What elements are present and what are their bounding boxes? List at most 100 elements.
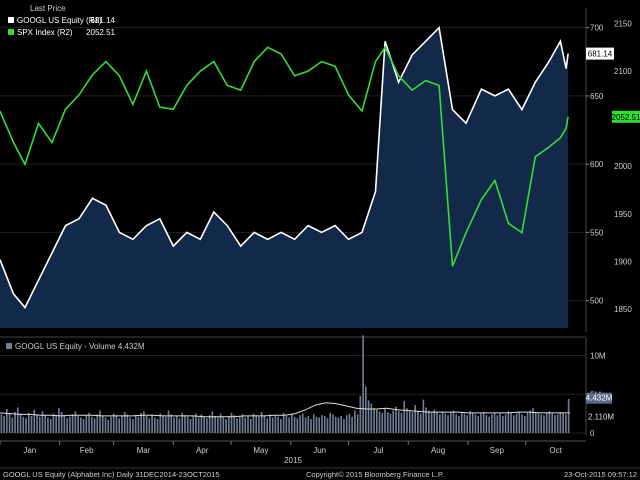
volume-bar	[16, 407, 19, 433]
volume-bar	[471, 412, 474, 433]
volume-bar	[162, 415, 164, 433]
volume-bar	[392, 410, 395, 433]
volume-bar	[301, 413, 304, 434]
volume-bar	[444, 413, 447, 434]
volume-bar	[19, 413, 22, 434]
volume-bar	[249, 419, 252, 433]
price-axis: 7006506005505002150210020502000195019001…	[585, 8, 632, 332]
volume-bar	[463, 413, 466, 434]
volume-bar	[3, 415, 5, 433]
volume-bar	[132, 419, 134, 433]
volume-bar	[504, 414, 507, 433]
volume-bar	[480, 413, 482, 434]
volume-bar	[523, 415, 526, 433]
legend-spx-last: 2052.51	[86, 28, 115, 37]
volume-bar	[58, 408, 60, 433]
volume-bar	[66, 418, 68, 433]
volume-bar	[148, 418, 151, 433]
volume-bar	[60, 412, 63, 433]
volume-bar	[219, 413, 222, 434]
month-label: May	[253, 446, 268, 455]
volume-bar	[173, 417, 175, 433]
month-label: Oct	[549, 446, 562, 455]
volume-bar	[211, 411, 214, 433]
volume-bar	[441, 411, 444, 433]
volume-bar	[263, 415, 266, 433]
volume-bar	[101, 415, 104, 433]
footer-left: GOOGL US Equity (Alphabet Inc) Daily 31D…	[3, 470, 220, 479]
volume-bar	[543, 415, 545, 433]
volume-bar	[469, 411, 471, 433]
volume-bar	[493, 412, 496, 433]
googl-last-tag-text: 681.14	[588, 50, 613, 59]
volume-bar	[439, 414, 441, 433]
volume-bar	[488, 416, 490, 433]
volume-bar	[389, 413, 392, 434]
volume-bar	[411, 412, 414, 433]
volume-last-tag-box	[586, 392, 612, 404]
month-label: Sep	[490, 446, 505, 455]
spx-tick-label: 2000	[614, 162, 632, 171]
volume-bar	[140, 412, 142, 433]
volume-bar	[466, 415, 469, 433]
legend-spx-swatch	[8, 29, 14, 35]
volume-bar	[252, 413, 255, 434]
legend: Last Price GOOGL US Equity (R1) 681.14 S…	[8, 4, 116, 37]
volume-tick-label: 0	[590, 429, 595, 438]
volume-bar	[345, 415, 348, 433]
volume-average-label: 2.110M	[588, 413, 614, 422]
volume-bar	[567, 398, 570, 433]
volume-bar	[526, 412, 529, 433]
volume-title-swatch	[6, 343, 12, 349]
volume-bar	[288, 417, 290, 433]
volume-bar	[0, 414, 3, 433]
volume-bar	[428, 410, 430, 433]
volume-bar	[184, 415, 186, 433]
volume-bar	[452, 410, 455, 433]
volume-bar	[521, 414, 523, 433]
volume-bar	[121, 415, 123, 433]
spx-last-tag: 2052.51	[612, 110, 640, 123]
volume-bar	[274, 415, 277, 433]
volume-bar	[134, 415, 137, 433]
volume-bar	[38, 416, 41, 433]
volume-bar	[515, 413, 518, 434]
volume-bar	[143, 411, 145, 433]
volume-bar	[310, 419, 312, 433]
volume-bar	[52, 413, 55, 434]
volume-bar	[556, 414, 559, 433]
volume-bar	[110, 416, 112, 433]
month-label: Jun	[313, 446, 326, 455]
date-axis: Jan Feb Mar Apr May Jun Jul Aug Sep Oct	[0, 440, 586, 455]
footer-right: 23-Oct-2015 09:57:12	[564, 470, 637, 479]
volume-bar	[225, 419, 227, 433]
volume-bar	[137, 416, 140, 433]
month-label: Jul	[373, 446, 383, 455]
volume-bar	[55, 415, 57, 433]
month-label: Apr	[196, 446, 209, 455]
month-label: Mar	[137, 446, 151, 455]
volume-bar	[343, 419, 345, 433]
volume-bar	[291, 414, 293, 433]
volume-bar	[156, 419, 159, 433]
volume-bar	[362, 335, 364, 433]
spx-tick-label: 1950	[614, 210, 632, 219]
volume-bar	[222, 416, 225, 433]
volume-bar	[36, 414, 38, 433]
volume-last-tag-text: 4.432M	[586, 394, 613, 403]
volume-bar	[386, 412, 389, 433]
volume-bar	[381, 412, 384, 433]
volume-bar	[195, 413, 197, 434]
volume-bar	[47, 417, 49, 433]
volume-bar	[74, 411, 77, 433]
volume-bar	[238, 416, 241, 433]
volume-bar	[507, 411, 510, 433]
volume-bar	[529, 410, 532, 433]
volume-bar	[502, 415, 504, 433]
googl-tick-label: 700	[590, 24, 604, 33]
volume-bar	[99, 410, 101, 433]
volume-panel: 10M5M0 GOOGL US Equity - Volume 4.432M 4…	[0, 335, 614, 438]
spx-last-tag-box	[612, 110, 640, 123]
spx-tick-label: 1900	[614, 257, 632, 266]
